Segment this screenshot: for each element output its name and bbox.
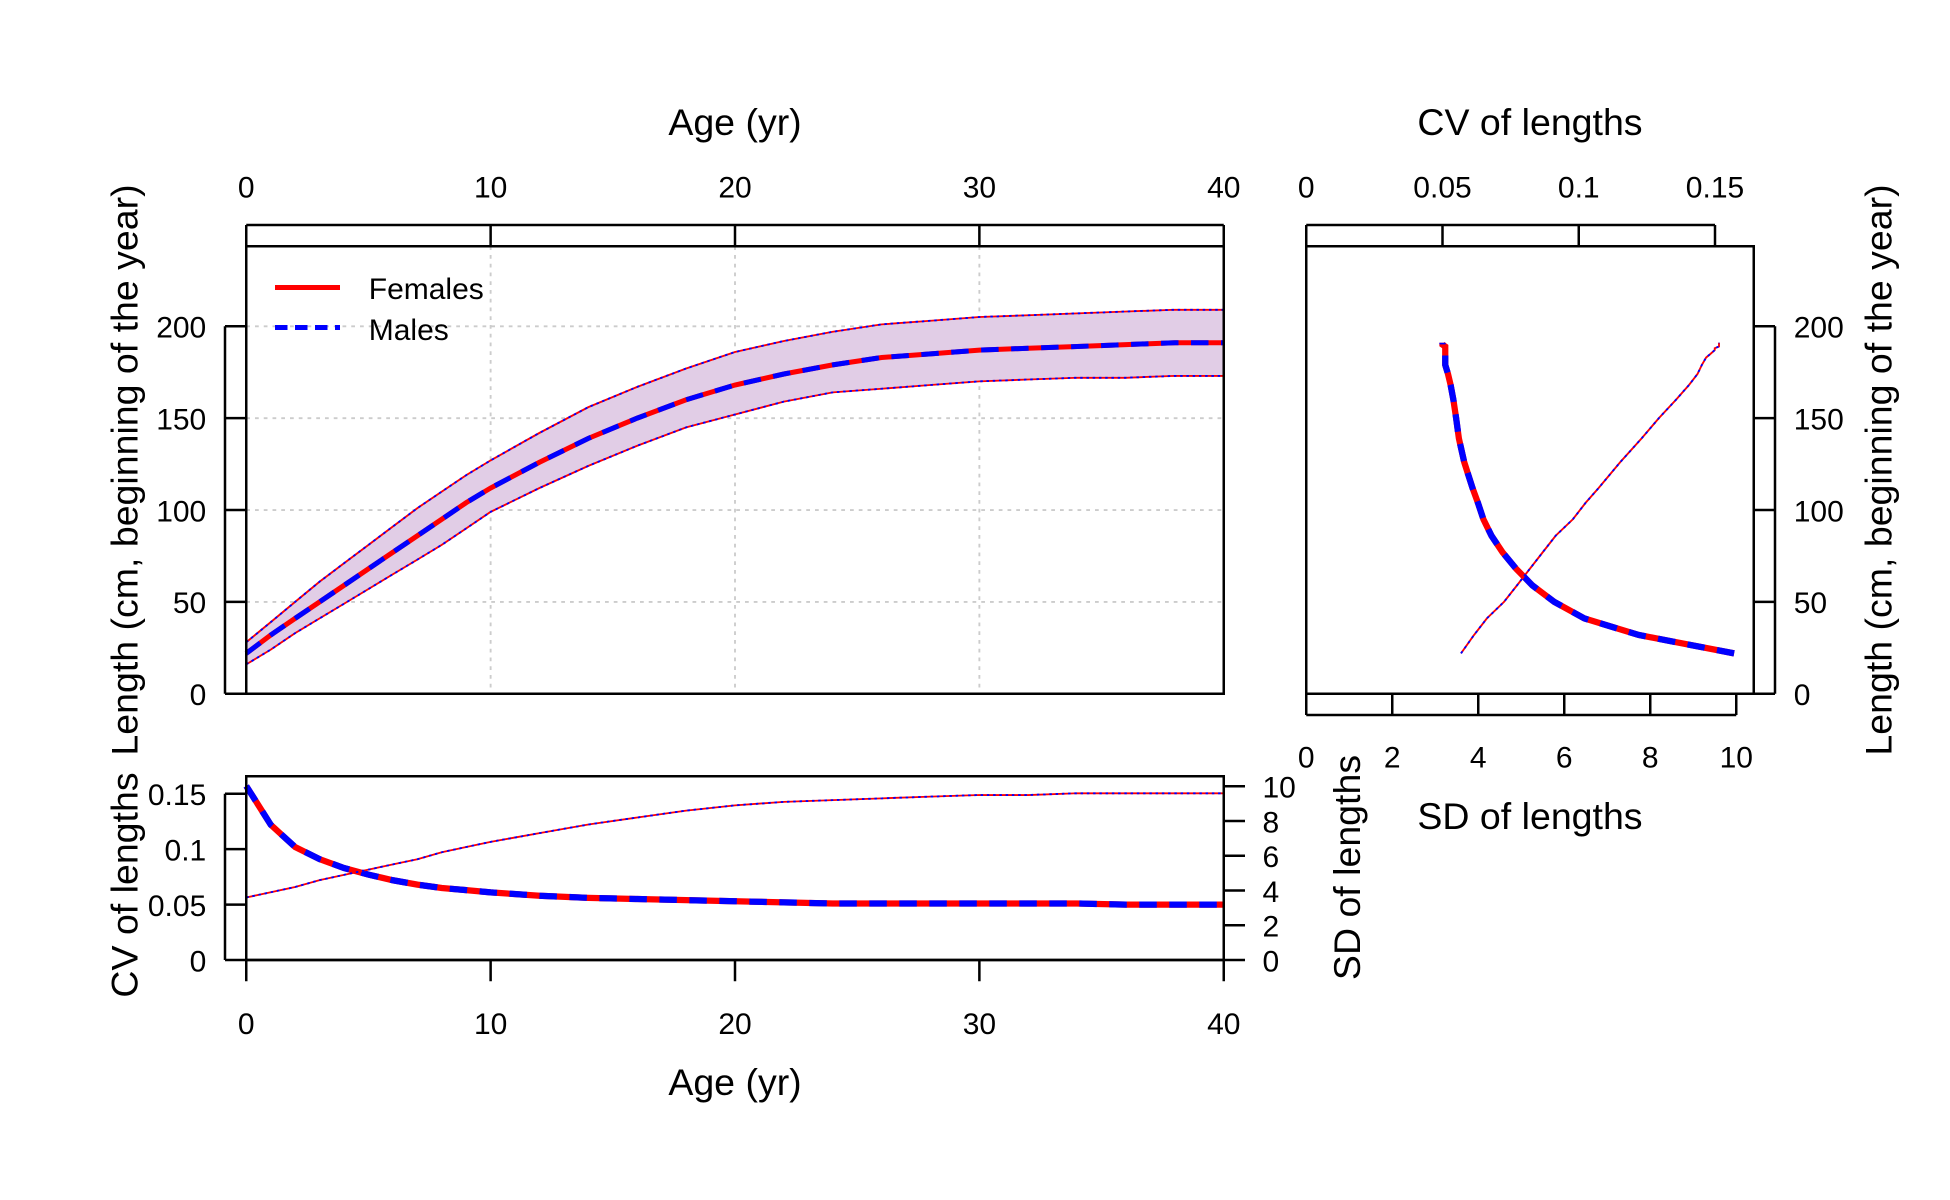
right-x-tick-label: 4 <box>1470 742 1487 775</box>
mean-length-line-males <box>244 340 1224 656</box>
bottom-y2-tick-label: 6 <box>1263 841 1280 874</box>
top-panel-frame <box>245 245 1225 695</box>
right-x-tick-label: 10 <box>1720 742 1753 775</box>
right-x-tick-label: 6 <box>1556 742 1573 775</box>
legend-males-label: Males <box>369 314 449 347</box>
bottom-y2-tick-label: 10 <box>1263 772 1296 805</box>
bottom-y2-tick-label: 8 <box>1263 806 1280 839</box>
top-x-tick-label: 20 <box>718 172 751 205</box>
right-y-tick-label: 50 <box>1794 587 1827 620</box>
bottom-y-tick-label: 0.15 <box>148 779 206 812</box>
top-x-tick-label: 0 <box>238 172 255 205</box>
right-x2-tick-label: 0.05 <box>1413 172 1471 205</box>
bottom-x-tick-label: 0 <box>238 1008 255 1041</box>
bottom-y2-tick-label: 4 <box>1263 876 1280 909</box>
bottom-y-tick-label: 0.1 <box>165 834 207 867</box>
bottom-y2-tick-label: 0 <box>1263 945 1280 978</box>
cv-line-males <box>243 784 1224 908</box>
top-y-tick-label: 150 <box>156 403 206 436</box>
right-y-tick-label: 200 <box>1794 312 1844 345</box>
right-x-tick-label: 8 <box>1642 742 1659 775</box>
bottom-x-tick-label: 20 <box>718 1008 751 1041</box>
right-y-label: Length (cm, beginning of the year) <box>1857 184 1899 755</box>
bottom-y-tick-label: 0 <box>190 945 207 978</box>
top-y-tick-label: 50 <box>173 587 206 620</box>
top-x-tick-label: 10 <box>474 172 507 205</box>
bottom-y-label: CV of lengths <box>104 772 146 997</box>
right-x2-label: CV of lengths <box>1417 101 1642 143</box>
interval-band <box>246 309 1224 665</box>
top-x-tick-label: 30 <box>963 172 996 205</box>
legend-females-label: Females <box>369 273 484 306</box>
right-x-label: SD of lengths <box>1417 795 1642 837</box>
right-x2-tick-label: 0 <box>1298 172 1315 205</box>
marks <box>243 308 1735 908</box>
top-y-tick-label: 100 <box>156 495 206 528</box>
right-y-tick-label: 0 <box>1794 679 1811 712</box>
right-x2-tick-label: 0.1 <box>1558 172 1600 205</box>
right-x-tick-label: 2 <box>1384 742 1401 775</box>
bottom-x-label: Age (yr) <box>668 1061 801 1103</box>
bottom-y-tick-label: 0.05 <box>148 890 206 923</box>
right-x-tick-label: 0 <box>1298 742 1315 775</box>
bottom-y2-tick-label: 2 <box>1263 911 1280 944</box>
bottom-panel-frame <box>245 775 1225 962</box>
bottom-x-tick-label: 10 <box>474 1008 507 1041</box>
top-x-label: Age (yr) <box>668 101 801 143</box>
right-y-tick-label: 100 <box>1794 495 1844 528</box>
legend: Females Males <box>275 273 484 347</box>
right-x2-tick-label: 0.15 <box>1686 172 1744 205</box>
sd-line-males <box>246 792 1224 899</box>
upper-interval-line-females <box>245 308 1224 643</box>
lower-interval-line-males <box>245 374 1224 666</box>
right-panel-frame <box>1305 245 1755 695</box>
bottom-x-tick-label: 30 <box>963 1008 996 1041</box>
sd-vs-length-line-males <box>1460 342 1720 654</box>
cv-line-females <box>243 784 1224 908</box>
bottom-y2-label: SD of lengths <box>1326 755 1368 980</box>
top-y-label: Length (cm, beginning of the year) <box>104 184 146 755</box>
top-y-tick-label: 0 <box>190 679 207 712</box>
top-x-tick-label: 40 <box>1207 172 1240 205</box>
top-y-tick-label: 200 <box>156 312 206 345</box>
right-y-tick-label: 150 <box>1794 403 1844 436</box>
bottom-x-tick-label: 40 <box>1207 1008 1240 1041</box>
cv-vs-length-line-males <box>1439 342 1735 657</box>
cv-vs-length-line-females <box>1439 342 1735 657</box>
